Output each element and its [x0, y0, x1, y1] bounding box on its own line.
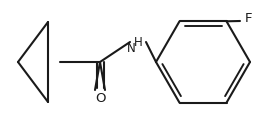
Text: O: O [95, 92, 105, 105]
Text: N: N [127, 43, 135, 56]
Text: F: F [244, 12, 252, 25]
Text: H: H [134, 35, 142, 48]
